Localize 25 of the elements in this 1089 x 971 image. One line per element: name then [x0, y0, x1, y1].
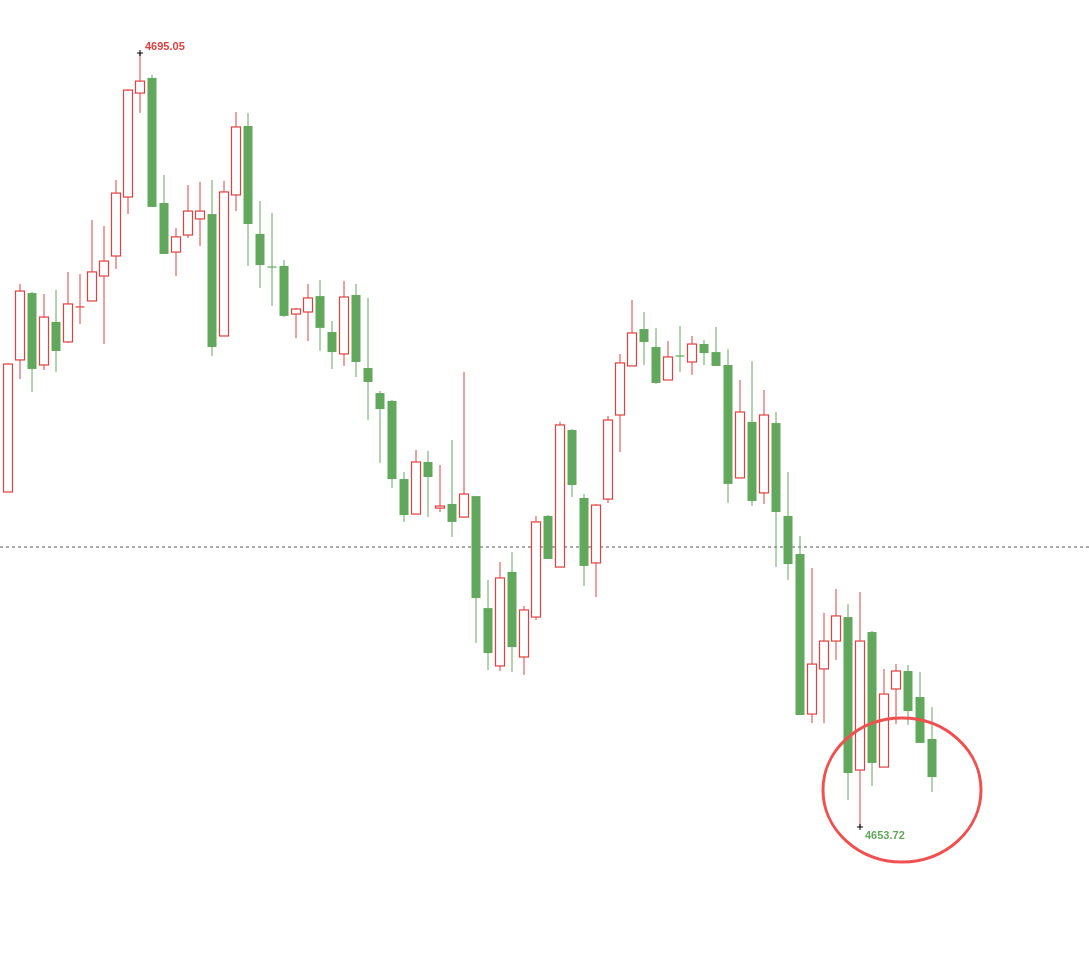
candlestick — [662, 340, 674, 381]
candlestick — [674, 325, 686, 373]
candlestick — [98, 225, 110, 345]
candlestick — [699, 339, 709, 366]
candlestick — [266, 212, 278, 307]
candlestick — [423, 450, 433, 518]
candlestick — [290, 307, 302, 339]
candlestick — [458, 371, 470, 518]
text: 4695.05 — [145, 40, 185, 52]
candlestick — [434, 464, 446, 513]
candlestick — [711, 326, 721, 367]
candlestick — [327, 320, 337, 370]
candlestick — [447, 439, 457, 538]
candlestick — [375, 390, 385, 464]
candlestick — [890, 663, 902, 725]
candlestick — [639, 311, 649, 366]
candlestick — [170, 227, 182, 277]
candlestick — [134, 52, 146, 114]
text: 4653.72 — [865, 829, 905, 841]
candlestick — [182, 184, 194, 239]
candlestick — [686, 335, 698, 376]
candlestick — [363, 297, 373, 421]
candlestick — [74, 273, 86, 325]
candlestick — [194, 181, 206, 247]
candlestick — [302, 283, 314, 342]
